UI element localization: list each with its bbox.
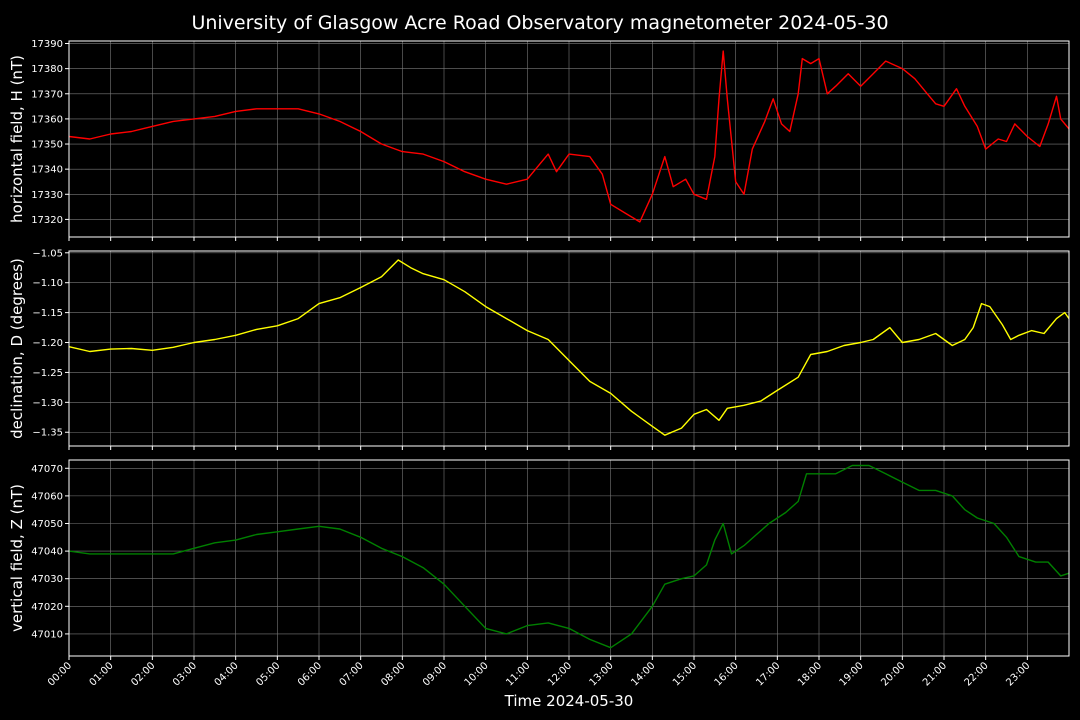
y-tick-label: 47040 (31, 547, 63, 558)
plot-frame (68, 459, 1070, 657)
y-tick-label: −1.35 (32, 428, 63, 439)
y-tick-label: 17370 (31, 89, 63, 100)
x-tick-label: 01:00 (88, 660, 116, 688)
x-tick-label: 13:00 (588, 660, 616, 688)
x-tick-label: 18:00 (796, 660, 824, 688)
x-tick-label: 15:00 (671, 660, 699, 688)
y-tick-label: −1.25 (32, 368, 63, 379)
y-tick-label: −1.10 (32, 278, 63, 289)
x-tick-label: 10:00 (463, 660, 491, 688)
x-tick-label: 11:00 (504, 660, 532, 688)
y-tick-label: 17320 (31, 215, 63, 226)
y-tick-label: 47050 (31, 519, 63, 530)
x-tick-label: 19:00 (838, 660, 866, 688)
x-tick-label: 06:00 (296, 660, 324, 688)
y-tick-label: 17330 (31, 190, 63, 201)
series-line-H (68, 50, 1070, 223)
x-tick-label: 07:00 (338, 660, 366, 688)
x-tick-label: 14:00 (629, 660, 657, 688)
x-tick-label: 04:00 (213, 660, 241, 688)
y-tick-label: 47070 (31, 464, 63, 475)
plot-frame (68, 250, 1070, 447)
series-line-Z (68, 464, 1070, 649)
x-tick-label: 03:00 (171, 660, 199, 688)
x-tick-label: 02:00 (129, 660, 157, 688)
panel-D: −1.35 −1.30 −1.25 −1.20 −1.15 −1.10 −1.05 decli… (8, 248, 1070, 450)
x-tick-label: 20:00 (879, 660, 907, 688)
series-line-D (68, 259, 1070, 436)
y-tick-label: −1.05 (32, 248, 63, 259)
x-tick-label: 23:00 (1004, 660, 1032, 688)
x-axis: 00:00 01:00 02:00 03:00 04:00 05:00 06:00 07:00… (46, 660, 1032, 688)
x-tick-label: 16:00 (713, 660, 741, 688)
y-tick-label: 47030 (31, 574, 63, 585)
y-tick-label: 17380 (31, 64, 63, 75)
y-tick-label: 17390 (31, 39, 63, 50)
y-tick-label: −1.20 (32, 338, 63, 349)
plot-frame (68, 40, 1070, 238)
chart-title: University of Glasgow Acre Road Observat… (191, 12, 888, 34)
y-axis-label-D: declination, D (degrees) (8, 258, 26, 439)
x-tick-label: 12:00 (546, 660, 574, 688)
panel-H: 17320 17330 17340 17350 17360 17370 17380 17390… (8, 39, 1070, 241)
y-tick-label: 17350 (31, 140, 63, 151)
y-tick-label: −1.30 (32, 398, 63, 409)
y-tick-label: 17340 (31, 165, 63, 176)
y-axis-label-Z: vertical field, Z (nT) (8, 484, 26, 632)
x-tick-label: 05:00 (254, 660, 282, 688)
x-tick-label: 17:00 (754, 660, 782, 688)
x-tick-label: 22:00 (963, 660, 991, 688)
y-tick-label: 17360 (31, 114, 63, 125)
y-tick-label: 47010 (31, 629, 63, 640)
chart-panels: 17320 17330 17340 17350 17360 17370 17380 17390… (8, 39, 1070, 660)
x-tick-label: 09:00 (421, 660, 449, 688)
x-tick-label: 00:00 (46, 660, 74, 688)
y-tick-label: 47020 (31, 602, 63, 613)
y-tick-label: 47060 (31, 491, 63, 502)
x-tick-label: 08:00 (379, 660, 407, 688)
panel-Z: 47010 47020 47030 47040 47050 47060 47070 verti… (8, 459, 1070, 660)
x-tick-label: 21:00 (921, 660, 949, 688)
x-axis-label: Time 2024-05-30 (504, 692, 634, 710)
y-tick-label: −1.15 (32, 308, 63, 319)
y-axis-label-H: horizontal field, H (nT) (8, 55, 26, 223)
